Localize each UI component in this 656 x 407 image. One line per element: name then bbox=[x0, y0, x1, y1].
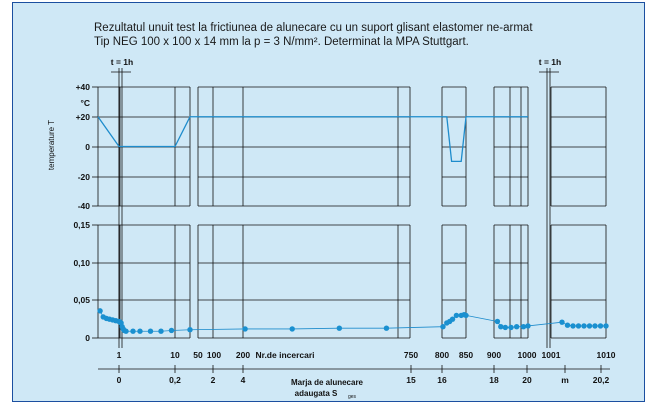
cycles-axis-label: Nr.de incercari bbox=[255, 350, 314, 360]
friction-point bbox=[564, 322, 571, 328]
friction-point bbox=[508, 324, 514, 331]
friction-point bbox=[603, 323, 609, 329]
cycle-tick-label: 100 bbox=[207, 350, 221, 360]
friction-point bbox=[242, 326, 248, 332]
friction-point bbox=[597, 323, 604, 329]
path-axis-label-2: adaugata S bbox=[295, 389, 338, 398]
friction-tick-label: 0,15 bbox=[73, 220, 90, 230]
friction-point bbox=[592, 323, 598, 329]
title-block: Rezultatul unuit test la frictiunea de a… bbox=[94, 21, 533, 49]
path-tick-label: 4 bbox=[241, 375, 246, 385]
friction-point bbox=[559, 319, 565, 325]
friction-point bbox=[453, 312, 460, 319]
friction-point bbox=[147, 328, 154, 334]
friction-point bbox=[336, 325, 343, 331]
friction-point bbox=[289, 326, 295, 332]
path-tick-label: 20,2 bbox=[593, 375, 610, 385]
friction-point bbox=[168, 327, 175, 334]
friction-point bbox=[513, 324, 520, 330]
friction-point bbox=[463, 312, 469, 319]
cycle-tick-label: 750 bbox=[404, 350, 418, 360]
cycle-tick-label: 200 bbox=[236, 350, 250, 360]
friction-tick-label: 0,05 bbox=[73, 295, 90, 305]
friction-point bbox=[187, 327, 193, 333]
cycle-tick-label: 1 bbox=[117, 350, 122, 360]
cycle-tick-label: 850 bbox=[459, 350, 473, 360]
chart-title: Rezultatul unuit test la frictiunea de a… bbox=[94, 22, 533, 34]
cycle-tick-label: 900 bbox=[487, 350, 501, 360]
path-tick-label: 16 bbox=[437, 375, 447, 385]
cycle-tick-label: 10 bbox=[170, 350, 180, 360]
path-tick-label: 0,2 bbox=[169, 375, 181, 385]
chart-subtitle: Tip NEG 100 x 100 x 14 mm la p = 3 N/mm²… bbox=[94, 36, 469, 48]
path-axis-label: Marja de alunecare bbox=[291, 378, 364, 387]
temperature-unit-label: °C bbox=[80, 98, 90, 108]
friction-point bbox=[525, 323, 531, 329]
path-tick-label: 15 bbox=[406, 375, 416, 385]
cycle-tick-label: 1001 bbox=[542, 350, 561, 360]
temperature-series-line bbox=[97, 116, 528, 163]
friction-point bbox=[137, 328, 143, 334]
friction-tick-label: 0 bbox=[85, 333, 90, 343]
temperature-tick-label: -20 bbox=[78, 172, 91, 182]
friction-point bbox=[575, 323, 582, 329]
path-tick-label: 18 bbox=[489, 375, 499, 385]
friction-point bbox=[570, 323, 576, 329]
temperature-axis-label: temperature T bbox=[47, 120, 56, 170]
friction-point bbox=[498, 324, 504, 330]
friction-point bbox=[520, 324, 527, 330]
cycle-tick-label: 800 bbox=[435, 350, 449, 360]
friction-point bbox=[581, 323, 587, 329]
friction-point bbox=[383, 325, 390, 331]
friction-point bbox=[130, 328, 136, 334]
pause-label: t = 1h bbox=[111, 57, 133, 67]
path-tick-label: 0 bbox=[117, 375, 122, 385]
temperature-tick-label: -40 bbox=[78, 201, 91, 211]
friction-series-line bbox=[99, 310, 606, 332]
path-axis-subscript: ges bbox=[348, 394, 357, 400]
friction-point bbox=[440, 324, 446, 330]
path-tick-label: 20 bbox=[522, 375, 532, 385]
cycle-tick-label: 1000 bbox=[518, 350, 537, 360]
friction-point bbox=[97, 308, 103, 314]
cycle-tick-label: 1010 bbox=[597, 350, 616, 360]
temperature-tick-label: 0 bbox=[85, 142, 90, 152]
friction-point bbox=[158, 328, 164, 334]
chart-frame bbox=[12, 2, 645, 402]
friction-tick-label: 0,10 bbox=[73, 258, 90, 268]
friction-point bbox=[123, 328, 129, 334]
temperature-tick-label: +20 bbox=[76, 112, 91, 122]
friction-point bbox=[586, 323, 593, 329]
temperature-tick-label: +40 bbox=[76, 82, 91, 92]
path-tick-label: m bbox=[561, 375, 569, 385]
friction-point bbox=[502, 324, 509, 331]
friction-point bbox=[494, 318, 501, 325]
path-tick-label: 2 bbox=[211, 375, 216, 385]
friction-point bbox=[449, 316, 456, 322]
cycle-tick-label: 50 bbox=[193, 350, 203, 360]
pause-label: t = 1h bbox=[539, 57, 561, 67]
